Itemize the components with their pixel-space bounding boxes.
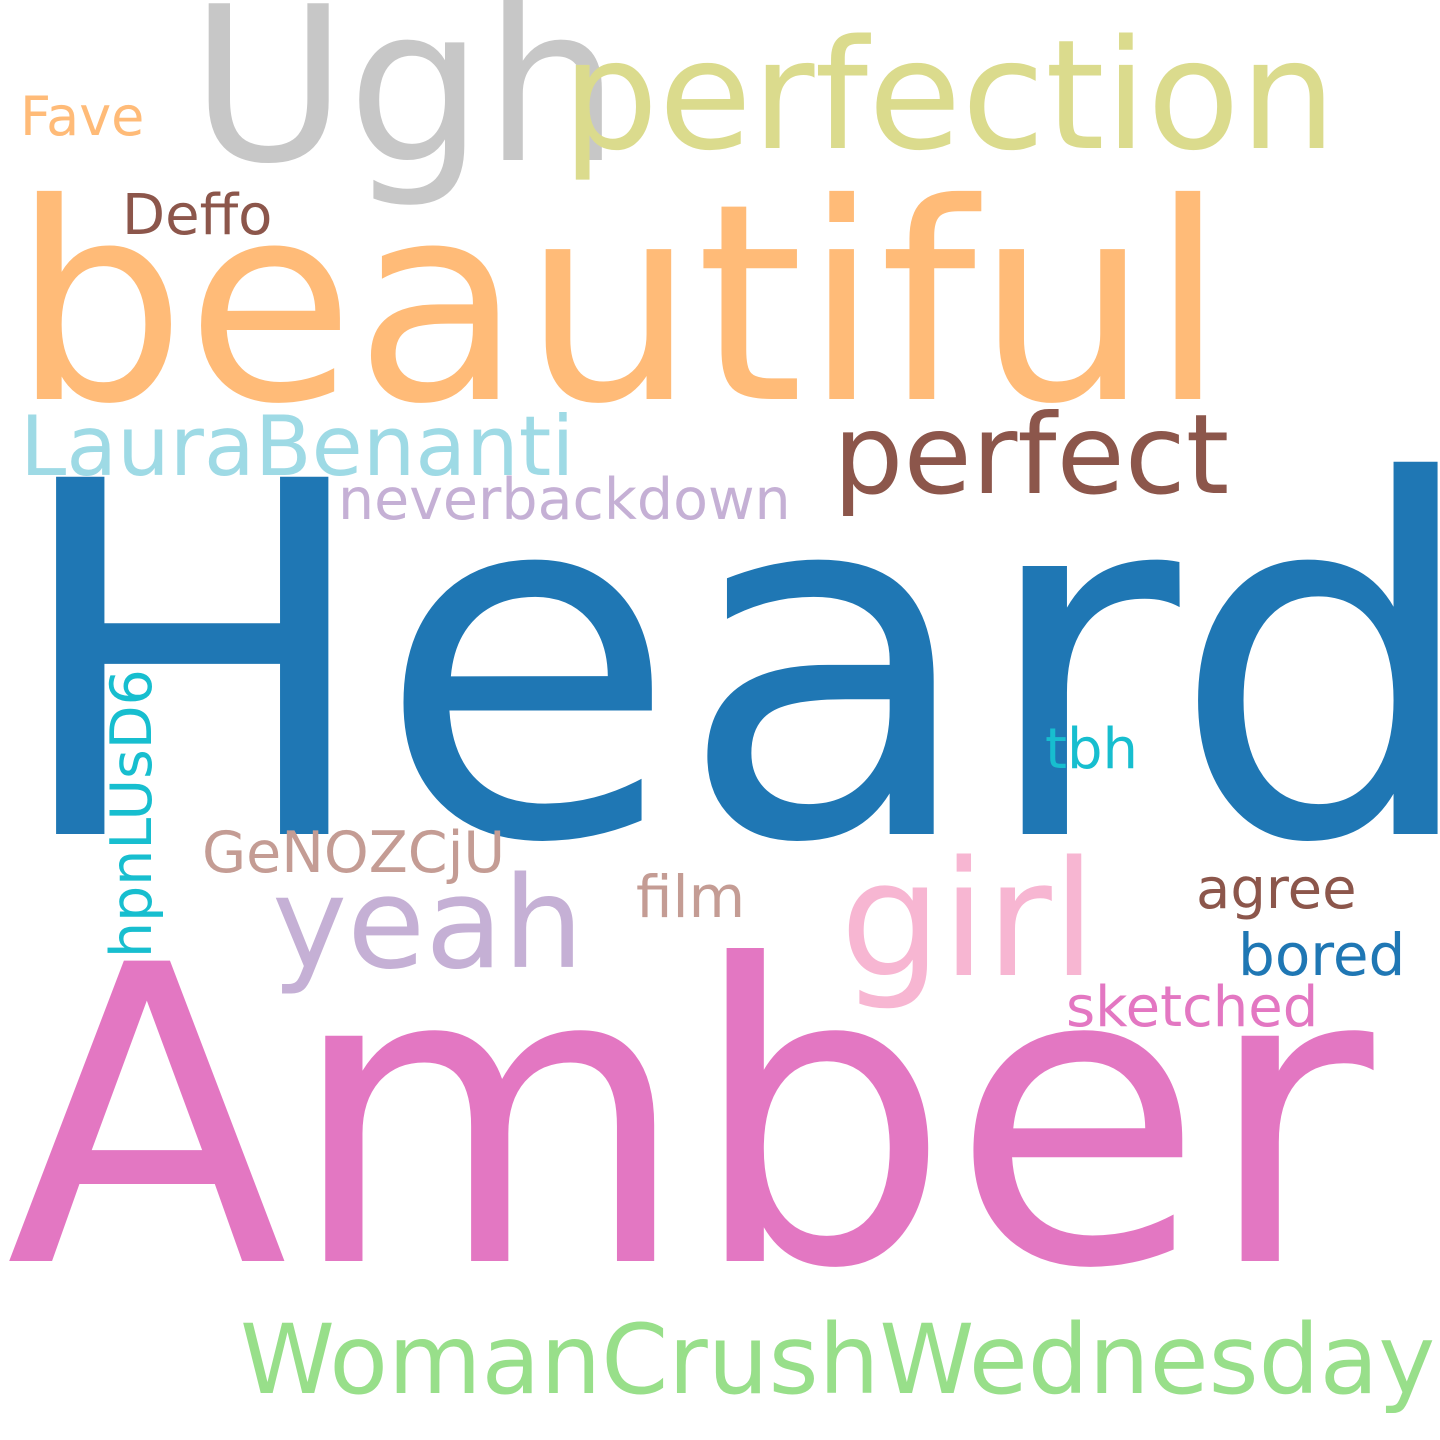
word-yeah: yeah — [272, 849, 584, 997]
word-tbh: tbh — [1045, 717, 1138, 782]
word-laurabenanti: LauraBenanti — [20, 398, 575, 495]
word-fave: Fave — [20, 85, 145, 148]
word-genozcju: GeNOZCjU — [202, 820, 506, 886]
word-womancrushwednesday: WomanCrushWednesday — [240, 1304, 1436, 1416]
word-film: film — [636, 863, 746, 931]
word-bored: bored — [1238, 921, 1406, 989]
word-deffo: Deffo — [122, 183, 273, 248]
word-neverbackdown: neverbackdown — [338, 467, 791, 533]
word-perfection: perfection — [562, 7, 1337, 184]
word-sketched: sketched — [1066, 975, 1319, 1040]
word-beautiful: beautiful — [12, 145, 1226, 464]
word-perfect: perfect — [833, 391, 1230, 520]
word-amber: Amber — [6, 880, 1374, 1359]
word-girl: girl — [840, 826, 1097, 1013]
word-heard: Heard — [8, 379, 1440, 950]
word-ugh: Ugh — [190, 0, 621, 211]
word-agree: agree — [1196, 857, 1357, 922]
